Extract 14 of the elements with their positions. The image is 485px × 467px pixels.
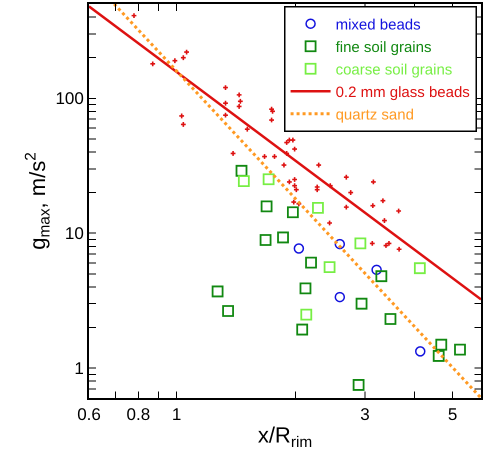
legend-label: fine soil grains [336, 39, 432, 56]
legend-label: coarse soil grains [336, 62, 452, 79]
legend-label: mixed beads [336, 16, 421, 34]
x-tick-label: 0.6 [77, 405, 101, 424]
y-tick-label: 100 [55, 89, 84, 108]
x-tick-label: 3 [360, 405, 370, 424]
x-tick-label: 0.8 [126, 405, 150, 424]
legend-label: quartz sand [336, 106, 414, 124]
y-tick-label: 1 [74, 359, 84, 378]
x-tick-label: 5 [448, 405, 458, 424]
x-tick-label: 1 [172, 405, 182, 424]
y-tick-label: 10 [64, 224, 84, 244]
x-axis-title: x/R$_{rim}$ [258, 422, 312, 452]
legend-label: 0.2 mm glass beads [336, 84, 470, 102]
